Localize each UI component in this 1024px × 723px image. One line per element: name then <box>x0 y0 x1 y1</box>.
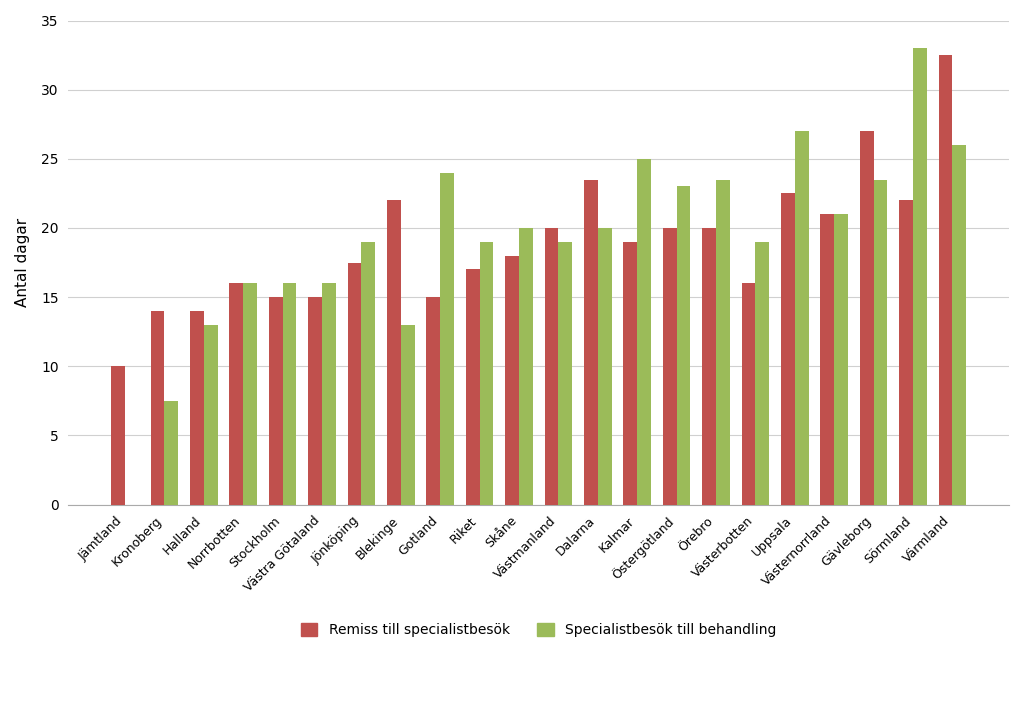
Bar <box>873 179 888 505</box>
Bar <box>165 401 178 505</box>
Bar <box>400 325 415 505</box>
Bar <box>190 311 204 505</box>
Bar <box>308 297 322 505</box>
Bar <box>939 55 952 505</box>
Bar <box>702 228 716 505</box>
Bar <box>519 228 532 505</box>
Y-axis label: Antal dagar: Antal dagar <box>15 218 30 307</box>
Bar <box>584 179 598 505</box>
Bar <box>283 283 296 505</box>
Bar <box>558 241 572 505</box>
Bar <box>741 283 756 505</box>
Bar <box>637 159 651 505</box>
Bar <box>387 200 400 505</box>
Bar <box>795 131 809 505</box>
Bar <box>545 228 558 505</box>
Bar <box>781 193 795 505</box>
Bar <box>756 241 769 505</box>
Bar <box>835 214 848 505</box>
Bar <box>244 283 257 505</box>
Bar <box>229 283 244 505</box>
Bar <box>913 48 927 505</box>
Bar <box>204 325 217 505</box>
Bar <box>479 241 494 505</box>
Bar <box>440 173 454 505</box>
Bar <box>466 270 479 505</box>
Bar <box>716 179 730 505</box>
Bar <box>899 200 913 505</box>
Bar <box>322 283 336 505</box>
Bar <box>860 131 873 505</box>
Bar <box>505 256 519 505</box>
Bar <box>426 297 440 505</box>
Bar <box>269 297 283 505</box>
Bar <box>151 311 165 505</box>
Bar <box>347 262 361 505</box>
Bar <box>820 214 835 505</box>
Legend: Remiss till specialistbesök, Specialistbesök till behandling: Remiss till specialistbesök, Specialistb… <box>295 617 782 643</box>
Bar <box>624 241 637 505</box>
Bar <box>598 228 611 505</box>
Bar <box>361 241 375 505</box>
Bar <box>952 145 967 505</box>
Bar <box>677 187 690 505</box>
Bar <box>112 367 125 505</box>
Bar <box>663 228 677 505</box>
